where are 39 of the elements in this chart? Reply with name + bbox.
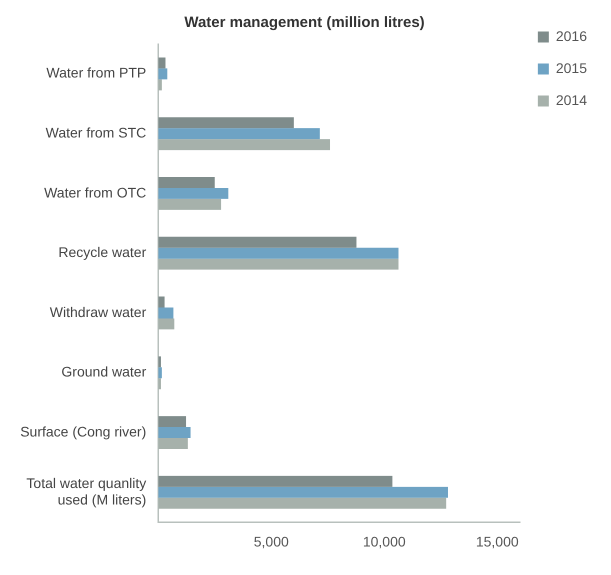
y-tick-label: Water from OTC (44, 184, 146, 200)
bar (158, 367, 162, 378)
x-tick-label: 10,000 (362, 533, 406, 550)
legend-label: 2015 (556, 60, 588, 76)
bar (158, 498, 446, 509)
bar (158, 356, 161, 368)
x-tick-label: 5,000 (254, 533, 289, 550)
y-tick-label: Ground water (61, 364, 147, 380)
bar (158, 198, 222, 210)
bar (158, 188, 228, 199)
bar (158, 378, 161, 390)
bar (158, 318, 174, 330)
chart-title: Water management (million litres) (184, 14, 425, 32)
bar (158, 128, 320, 140)
legend-label: 2014 (556, 92, 588, 108)
y-tick-label: Surface (Cong river) (20, 423, 146, 440)
legend-label: 2016 (556, 28, 588, 44)
bar (158, 68, 168, 80)
y-tick-label: Withdraw water (50, 304, 147, 320)
bar (158, 476, 392, 487)
bar (158, 117, 294, 128)
bar (158, 486, 448, 498)
y-tick-label: Water from PTP (46, 64, 146, 81)
bar (158, 57, 166, 68)
y-tick-label: Water from STC (46, 124, 146, 141)
bar (158, 258, 398, 270)
bar (158, 177, 215, 188)
bar (158, 416, 186, 428)
bar (158, 296, 165, 308)
bar (158, 248, 398, 259)
bar (158, 236, 356, 248)
bar (158, 139, 330, 150)
x-tick-label: 15,000 (476, 533, 519, 550)
bar (158, 427, 191, 438)
y-tick-label: Total water quanlity used (M liters) (26, 474, 146, 508)
bar (158, 79, 162, 90)
bar (158, 308, 174, 318)
y-tick-label: Recycle water (58, 244, 147, 260)
bar (158, 438, 188, 449)
